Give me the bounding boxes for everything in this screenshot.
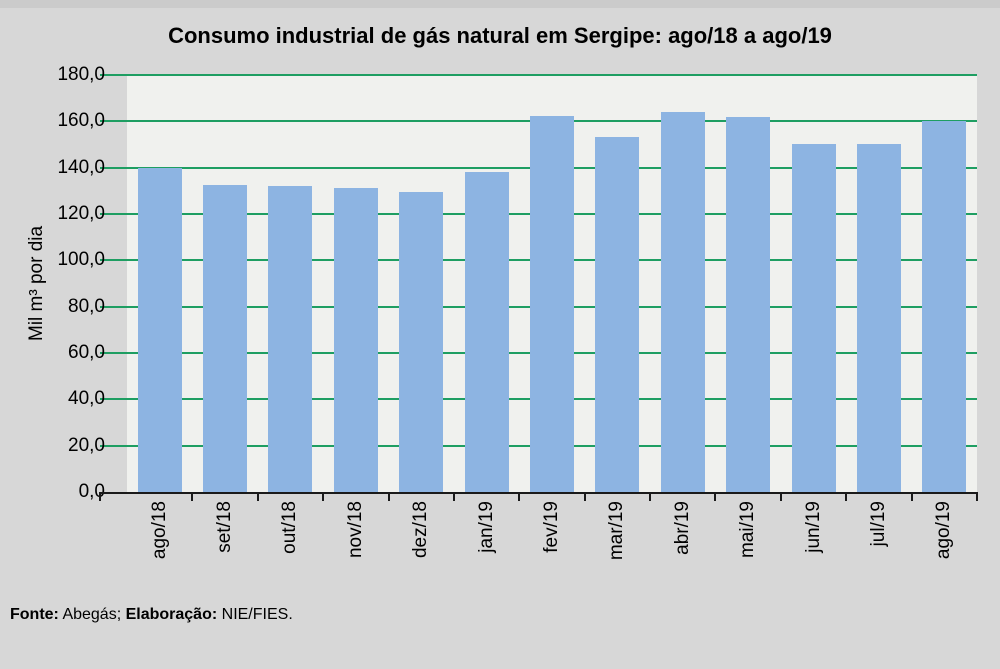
- x-category-label: jul/19: [867, 501, 889, 547]
- x-axis-tick: [99, 492, 101, 501]
- y-tick-label: 180,0: [57, 64, 105, 85]
- bar: [203, 185, 248, 492]
- x-axis-tick: [976, 492, 978, 501]
- y-tick-label: 100,0: [57, 249, 105, 271]
- y-tick-label: 40,0: [68, 388, 105, 410]
- x-category-label: ago/19: [933, 501, 955, 560]
- x-category-label: jun/19: [802, 501, 824, 553]
- y-tick-label: 120,0: [57, 203, 105, 224]
- source-note: Fonte: Abegás; Elaboração: NIE/FIES.: [10, 604, 293, 626]
- x-axis-tick: [518, 492, 521, 501]
- x-axis-tick: [649, 492, 652, 501]
- x-category-label: ago/18: [148, 501, 170, 560]
- bar: [595, 137, 640, 492]
- bar: [922, 121, 967, 492]
- bar: [399, 191, 444, 492]
- x-category-label: nov/18: [344, 501, 366, 559]
- bar: [137, 168, 182, 492]
- x-axis-tick: [256, 492, 259, 501]
- x-axis-tick: [583, 492, 586, 501]
- chart-title: Consumo industrial de gás natural em Ser…: [168, 23, 832, 48]
- x-category-label: jan/19: [475, 501, 497, 553]
- elaboration-label: Elaboração:: [125, 606, 218, 623]
- x-category-label: mai/19: [737, 501, 759, 559]
- bar: [464, 171, 509, 492]
- y-tick-label: 60,0: [68, 342, 105, 363]
- y-tick-label: 80,0: [68, 295, 105, 317]
- source-value: Abegás;: [58, 606, 126, 623]
- x-category-label: fev/19: [541, 501, 562, 553]
- x-axis-tick: [845, 492, 848, 501]
- x-category-label: out/18: [279, 501, 301, 554]
- x-axis-tick: [387, 492, 390, 501]
- y-tick-label: 20,0: [68, 434, 105, 456]
- bar: [530, 116, 574, 492]
- x-category-label: set/18: [214, 501, 236, 553]
- x-axis-tick: [779, 492, 782, 501]
- x-category-label: abr/19: [671, 501, 693, 555]
- source-label: Fonte:: [10, 606, 59, 623]
- x-axis-tick: [191, 492, 194, 501]
- x-axis-tick: [714, 492, 717, 501]
- x-category-label: dez/18: [410, 501, 432, 559]
- elaboration-value: NIE/FIES.: [217, 606, 293, 623]
- y-axis-title: Mil m³ por dia: [26, 225, 47, 342]
- bar: [791, 144, 836, 492]
- y-tick-label: 160,0: [57, 110, 105, 132]
- x-axis-tick: [322, 492, 325, 501]
- bar: [268, 185, 313, 492]
- bar: [726, 116, 771, 492]
- bar: [856, 144, 901, 492]
- x-axis-tick: [910, 492, 913, 501]
- x-category-label: mar/19: [606, 501, 628, 561]
- y-tick-label: 0,0: [78, 481, 105, 502]
- top-edge-band: [0, 0, 1000, 8]
- y-tick-label: 140,0: [57, 156, 105, 178]
- bar: [333, 187, 378, 492]
- gridline: [100, 74, 977, 76]
- x-axis-tick: [452, 492, 455, 501]
- x-axis-line: [99, 492, 978, 494]
- bar: [660, 112, 705, 492]
